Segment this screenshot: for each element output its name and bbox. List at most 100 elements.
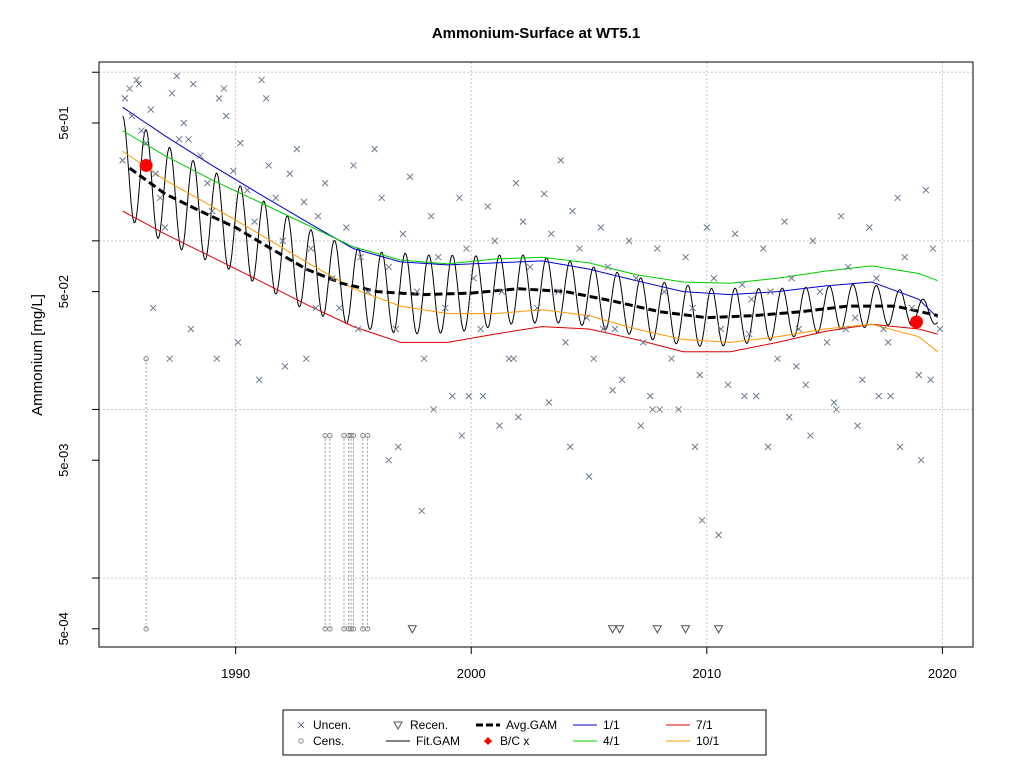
grid-lines [99,62,973,647]
uncensored-point [147,106,155,113]
uncensored-point [258,76,265,84]
uncensored-point [208,207,216,215]
uncensored-point [126,85,133,92]
uncensored-point [884,338,892,346]
uncensored-point [851,314,859,322]
uncensored-point [816,288,824,295]
series-line-avggam [128,166,939,320]
uncensored-point [312,304,320,312]
uncensored-point [837,212,845,220]
recensored-point [680,625,691,634]
uncensored-point [880,325,887,333]
chart-title: Ammonium-Surface at WT5.1 [432,25,640,42]
bc-point [909,315,923,329]
recensored-point [607,625,618,634]
uncensored-point [748,295,755,303]
uncensored-point [875,392,883,400]
censored-point-top [350,432,357,439]
uncensored-point [545,399,553,406]
uncensored-point [717,325,725,333]
uncensored-point [901,253,909,261]
uncensored-point [823,338,831,346]
uncensored-point [715,531,722,539]
uncensored-point [731,230,739,238]
uncensored-point [215,94,223,102]
uncensored-point [858,376,866,384]
uncensored-point [745,330,753,338]
uncensored-point [458,432,466,439]
uncensored-point [354,325,362,333]
uncensored-point [430,406,437,413]
uncensored-point [668,355,675,363]
uncensored-point [220,85,228,92]
uncensored-point [479,392,487,400]
uncensored-point [682,253,689,261]
legend-label: Recen. [410,718,448,732]
uncensored-point [307,245,315,252]
uncensored-point [637,422,645,430]
uncensored-point [420,355,428,363]
uncensored-point [166,355,174,363]
y-axis-label: Ammonium [mg/L] [29,294,46,416]
uncensored-point [604,263,612,271]
uncensored-point [418,507,426,515]
uncensored-point [399,230,407,238]
recensored-point [614,625,625,634]
uncensored-point [788,274,795,282]
uncensored-point [156,194,164,202]
uncensored-point [335,304,343,312]
uncensored-point [168,89,176,97]
uncensored-point [357,253,364,261]
uncensored-point [281,363,289,370]
uncensored-point [557,157,565,164]
series-line-41 [122,130,938,284]
censored-point [327,626,333,632]
uncensored-point [792,363,800,370]
legend-symbol-circle [298,738,304,744]
uncensored-point [807,432,814,439]
uncensored-point [343,224,350,231]
uncensored-point [625,237,633,245]
uncensored-point [314,212,322,220]
uncensored-point [234,338,242,346]
uncensored-point [128,112,136,120]
uncensored-point [653,245,661,252]
uncensored-point [244,186,251,194]
uncensored-point [703,224,711,231]
uncensored-point [121,94,129,102]
uncensored-point [929,245,937,252]
uncensored-point [189,80,197,88]
uncensored-point [498,288,506,295]
uncensored-point [526,263,534,271]
uncensored-point [585,473,593,480]
uncensored-point [441,304,449,312]
legend-symbol-x [297,721,305,729]
uncensored-point [321,179,329,187]
uncensored-point [491,237,499,245]
uncensored-point [767,288,774,295]
legend-label: 10/1 [696,734,720,748]
uncensored-point [675,406,682,413]
uncensored-point [135,80,143,88]
uncensored-point [279,237,287,245]
legend-label: 1/1 [603,718,620,732]
uncensored-point [854,422,861,430]
uncensored-point [236,139,244,147]
uncensored-point [639,338,647,346]
uncensored-point [724,381,732,389]
uncensored-point [406,173,414,181]
uncensored-point [908,304,916,312]
x-tick-label: 2000 [457,666,486,681]
censored-point [364,626,371,632]
censored-point-top [143,355,149,362]
uncensored-point [738,281,746,288]
uncensored-point [583,314,591,322]
uncensored-point [449,392,456,400]
uncensored-point [887,392,894,400]
x-tick-label: 2020 [928,666,957,681]
uncensored-point [896,443,904,451]
uncensored-point [378,194,386,202]
uncensored-point [505,355,513,363]
uncensored-point [752,392,760,400]
